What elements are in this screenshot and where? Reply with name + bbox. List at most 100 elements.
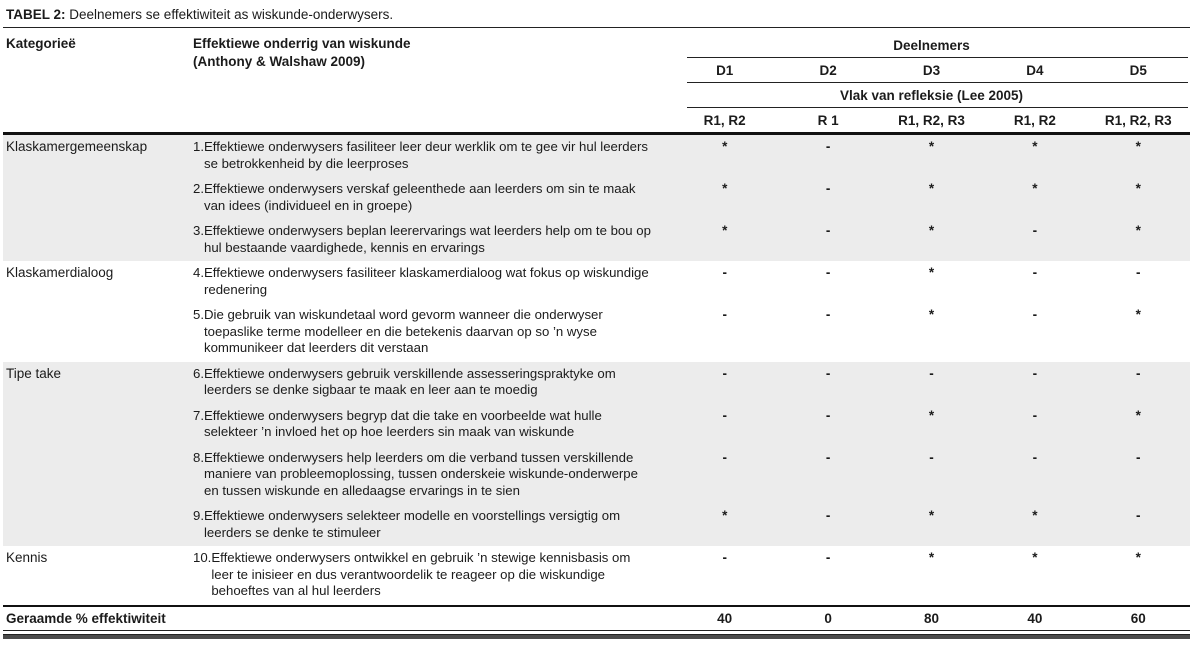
category-label: Kennis — [6, 550, 48, 565]
category-section: Klaskamergemeenskap 1. Effektiewe onderwy… — [3, 135, 1190, 261]
item-number: 4. — [193, 265, 204, 280]
table-row: Klaskamerdialoog 4. Effektiewe onderwyser… — [3, 261, 1190, 303]
value-cell: - — [825, 365, 831, 381]
participant-column-headers: D1 D2 D3 D4 D5 — [673, 58, 1190, 82]
value-cell: * — [928, 407, 935, 423]
value-cell: * — [1135, 181, 1141, 196]
description-column-header: Effektiewe onderrig van wiskunde (Anthon… — [193, 33, 673, 70]
reflection-level-header: R1, R2 — [703, 112, 746, 128]
value-cell: * — [1032, 181, 1038, 196]
value-cell: - — [929, 449, 934, 465]
category-section: Tipe take 6. Effektiewe onderwysers gebru… — [3, 361, 1190, 546]
value-cell: - — [1136, 449, 1141, 465]
value-cell: - — [825, 550, 831, 565]
table-bottom-rule — [3, 633, 1190, 639]
item-text: Effektiewe onderwysers help leerders om … — [204, 449, 638, 498]
value-cell: - — [1136, 265, 1141, 280]
value-cell: * — [1135, 307, 1141, 322]
value-cell: - — [722, 550, 727, 565]
value-cell: * — [928, 139, 935, 154]
table-row: 2. Effektiewe onderwysers verskaf geleent… — [3, 177, 1190, 219]
description-column-header-line2: (Anthony & Walshaw 2009) — [193, 53, 366, 69]
value-cell: - — [722, 265, 727, 280]
header-divider — [687, 82, 1188, 83]
value-cell: - — [1032, 265, 1038, 280]
reflection-level-header: R 1 — [817, 112, 839, 128]
item-description: 2. Effektiewe onderwysers verskaf geleent… — [193, 181, 655, 214]
reflection-level-header: R1, R2 — [1013, 112, 1056, 128]
item-number: 7. — [193, 407, 204, 423]
item-number: 10. — [193, 550, 212, 565]
value-cell: - — [722, 365, 727, 381]
footer-value: 60 — [1130, 610, 1146, 626]
participant-column-header: D2 — [819, 62, 837, 78]
value-cell: * — [1135, 223, 1141, 238]
item-text: Effektiewe onderwysers fasiliteer klaska… — [204, 265, 649, 297]
item-text: Effektiewe onderwysers ontwikkel en gebr… — [211, 550, 631, 598]
value-cell: - — [722, 449, 727, 465]
table-row: 5. Die gebruik van wiskundetaal word gevo… — [3, 303, 1190, 362]
item-description: 6. Effektiewe onderwysers gebruik verskil… — [193, 366, 655, 399]
item-description: 9. Effektiewe onderwysers selekteer model… — [193, 508, 655, 541]
value-cell: - — [722, 307, 727, 322]
category-label: Klaskamerdialoog — [6, 265, 114, 280]
description-column-header-line1: Effektiewe onderrig van wiskunde — [193, 36, 411, 51]
reflection-group-header: Vlak van refleksie (Lee 2005) — [839, 87, 1024, 103]
article-table: TABEL 2: Deelnemers se effektiwiteit as … — [3, 7, 1190, 639]
value-cell: * — [928, 181, 935, 196]
table-row: 7. Effektiewe onderwysers begryp dat die … — [3, 404, 1190, 446]
value-cell: - — [929, 365, 934, 381]
table-header: Kategorieë Effektiewe onderrig van wisku… — [3, 28, 1190, 135]
item-text: Effektiewe onderwysers beplan leerervari… — [204, 223, 651, 255]
item-description: 5. Die gebruik van wiskundetaal word gevo… — [193, 307, 655, 357]
value-cell: * — [1135, 139, 1141, 154]
table-row: Klaskamergemeenskap 1. Effektiewe onderwy… — [3, 135, 1190, 177]
item-text: Effektiewe onderwysers fasiliteer leer d… — [204, 139, 648, 171]
item-text: Effektiewe onderwysers gebruik verskille… — [204, 365, 616, 398]
value-cell: * — [722, 181, 728, 196]
footer-value: 0 — [824, 610, 832, 626]
value-cell: * — [722, 508, 728, 523]
value-cell: * — [1032, 508, 1038, 523]
reflection-level-header: R1, R2, R3 — [1104, 112, 1172, 128]
item-description: 8. Effektiewe onderwysers help leerders o… — [193, 450, 655, 500]
participants-group-header: Deelnemers — [893, 37, 970, 53]
reflection-level-headers: R1, R2 R 1 R1, R2, R3 R1, R2 R1, R2, R3 — [673, 108, 1190, 132]
header-divider — [687, 107, 1188, 108]
value-cell: - — [825, 139, 831, 154]
category-section: Klaskamerdialoog 4. Effektiewe onderwyser… — [3, 261, 1190, 362]
participant-column-header: D1 — [716, 62, 734, 78]
item-text: Effektiewe onderwysers selekteer modelle… — [204, 508, 621, 540]
table-title-text: Deelnemers se effektiwiteit as wiskunde-… — [65, 7, 394, 22]
value-cell: * — [1032, 550, 1038, 565]
footer-label: Geraamde % effektiwiteit — [6, 610, 166, 626]
table-row: 8. Effektiewe onderwysers help leerders o… — [3, 446, 1190, 505]
item-number: 6. — [193, 365, 204, 381]
value-cell: * — [1135, 407, 1141, 423]
value-cell: * — [1032, 139, 1038, 154]
item-description: 7. Effektiewe onderwysers begryp dat die … — [193, 408, 655, 441]
value-cell: - — [825, 265, 831, 280]
value-cell: - — [1032, 365, 1038, 381]
value-cell: * — [928, 265, 935, 280]
item-text: Effektiewe onderwysers begryp dat die ta… — [204, 407, 602, 440]
item-description: 1. Effektiewe onderwysers fasiliteer leer… — [193, 139, 655, 172]
item-number: 9. — [193, 508, 204, 523]
participant-column-header: D3 — [922, 62, 941, 78]
item-text: Die gebruik van wiskundetaal word gevorm… — [204, 307, 603, 355]
footer-value: 40 — [717, 610, 733, 626]
item-number: 3. — [193, 223, 204, 238]
item-number: 5. — [193, 307, 204, 322]
category-section: Kennis 10. Effektiewe onderwysers ontwikk… — [3, 546, 1190, 605]
value-cell: - — [825, 508, 831, 523]
footer-value: 40 — [1027, 610, 1043, 626]
value-cell: - — [722, 407, 727, 423]
value-cell: * — [722, 223, 728, 238]
value-cell: * — [928, 307, 935, 322]
table-number-label: TABEL 2: — [6, 7, 66, 22]
value-cell: * — [928, 550, 935, 565]
reflection-level-header: R1, R2, R3 — [898, 112, 965, 128]
category-label: Tipe take — [6, 365, 62, 381]
table-row: 9. Effektiewe onderwysers selekteer model… — [3, 504, 1190, 546]
value-cell: - — [1032, 449, 1038, 465]
